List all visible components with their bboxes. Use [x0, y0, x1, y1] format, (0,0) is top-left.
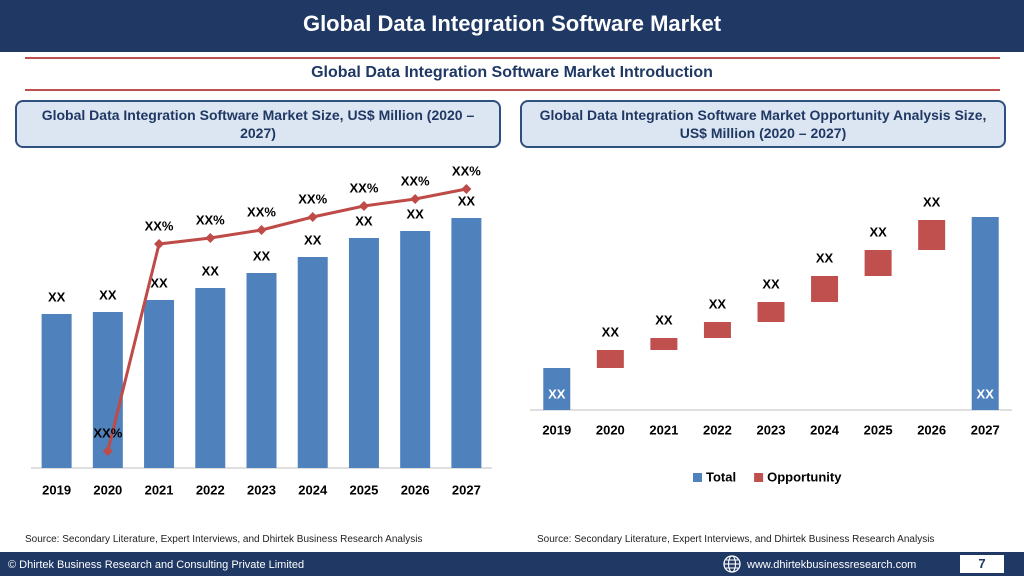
footer-bar — [0, 552, 1024, 576]
legend-swatch — [754, 473, 764, 482]
x-tick-label: 2024 — [810, 422, 840, 437]
globe-icon — [723, 555, 741, 573]
slide-title: Global Data Integration Software Market — [0, 0, 1024, 52]
x-tick-label: 2023 — [247, 482, 276, 497]
data-label: XX — [923, 194, 941, 209]
opportunity-bar — [650, 338, 678, 350]
marker — [358, 201, 369, 211]
marker — [102, 446, 113, 456]
data-label: XX — [977, 386, 995, 401]
data-label: XX% — [196, 212, 225, 227]
panel-title: Global Data Integration Software Market … — [520, 100, 1006, 148]
x-tick-label: 2021 — [649, 422, 678, 437]
page-number: 7 — [960, 555, 1004, 573]
data-label: XX — [406, 206, 424, 221]
x-tick-label: 2027 — [452, 482, 481, 497]
opportunity-bar — [596, 350, 624, 368]
x-tick-label: 2019 — [42, 482, 71, 497]
x-tick-label: 2020 — [596, 422, 625, 437]
data-label: XX — [816, 250, 834, 265]
divider — [25, 57, 1000, 59]
data-label: XX — [655, 312, 673, 327]
data-label: XX% — [145, 218, 174, 233]
opportunity-bar — [811, 276, 839, 302]
data-label: XX — [709, 296, 727, 311]
data-label: XX% — [452, 163, 481, 178]
x-tick-label: 2026 — [917, 422, 946, 437]
data-label: XX% — [401, 173, 430, 188]
marker — [410, 194, 421, 204]
bar — [451, 218, 482, 468]
x-tick-label: 2021 — [145, 482, 174, 497]
x-tick-label: 2024 — [298, 482, 328, 497]
divider — [25, 89, 1000, 91]
data-label: XX — [202, 263, 220, 278]
data-label: XX — [355, 213, 373, 228]
bar — [297, 257, 328, 468]
total-bar — [971, 217, 999, 410]
legend-label: Opportunity — [767, 469, 842, 484]
x-tick-label: 2027 — [971, 422, 1000, 437]
data-label: XX% — [298, 191, 327, 206]
opportunity-bar — [864, 250, 892, 276]
line — [106, 187, 467, 452]
x-tick-label: 2019 — [542, 422, 571, 437]
source: Source: Secondary Literature, Expert Int… — [25, 534, 423, 545]
total-bar — [543, 368, 571, 410]
data-label: XX — [150, 275, 168, 290]
marker — [205, 233, 216, 243]
marker — [461, 184, 472, 194]
x-tick-label: 2026 — [401, 482, 430, 497]
website: www.dhirtekbusinessresearch.com — [747, 559, 917, 571]
data-label: XX — [602, 324, 620, 339]
data-label: XX — [304, 232, 322, 247]
opportunity-bar — [918, 220, 946, 250]
bar — [400, 231, 431, 468]
bar — [246, 273, 277, 468]
data-label: XX — [253, 248, 271, 263]
data-label: XX — [99, 287, 117, 302]
legend-swatch — [693, 473, 702, 482]
marker — [154, 239, 165, 249]
legend-label: Total — [706, 469, 736, 484]
bar — [348, 238, 379, 468]
slide-subtitle: Global Data Integration Software Market … — [311, 64, 713, 81]
x-tick-label: 2025 — [349, 482, 378, 497]
x-tick-label: 2022 — [703, 422, 732, 437]
data-label: XX% — [93, 425, 122, 440]
bar — [144, 300, 175, 468]
opportunity-bar — [757, 302, 785, 322]
x-tick-label: 2023 — [757, 422, 786, 437]
x-tick-label: 2025 — [864, 422, 893, 437]
bar — [41, 314, 72, 468]
bar — [195, 288, 226, 468]
data-label: XX% — [247, 204, 276, 219]
panel-title: Global Data Integration Software Market … — [15, 100, 501, 148]
copyright: © Dhirtek Business Research and Consulti… — [8, 559, 305, 571]
data-label: XX — [48, 289, 66, 304]
data-label: XX% — [349, 180, 378, 195]
data-label: XX — [548, 386, 566, 401]
marker — [256, 225, 267, 235]
data-label: XX — [762, 276, 780, 291]
x-tick-label: 2022 — [196, 482, 225, 497]
source: Source: Secondary Literature, Expert Int… — [537, 534, 935, 545]
bar — [92, 312, 123, 468]
data-label: XX — [458, 193, 476, 208]
marker — [307, 212, 318, 222]
data-label: XX — [869, 224, 887, 239]
opportunity-bar — [703, 322, 731, 338]
x-tick-label: 2020 — [93, 482, 122, 497]
